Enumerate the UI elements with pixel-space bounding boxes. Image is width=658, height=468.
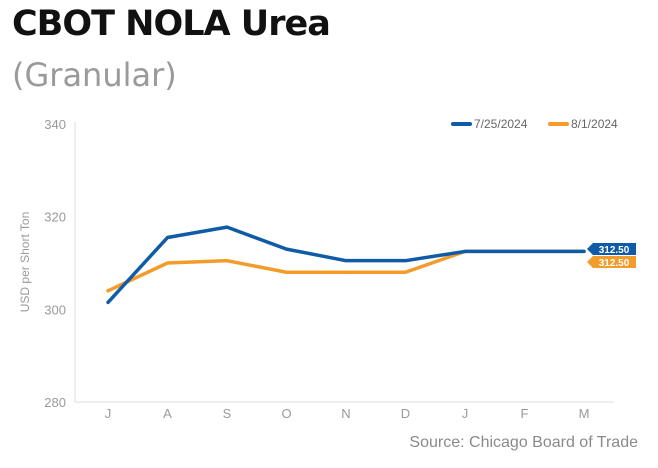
y-axis-label: USD per Short Ton: [18, 212, 32, 313]
x-tick-label-0: J: [105, 406, 112, 421]
end-tag-shape: [587, 243, 636, 255]
data-point-s1-2: [225, 259, 229, 263]
series-line-7-25-2024: [106, 225, 586, 305]
y-tick-label-340: 340: [44, 117, 66, 132]
source-note: Source: Chicago Board of Trade: [409, 434, 638, 451]
data-point-s1-5: [404, 270, 407, 274]
chart-title: CBOT NOLA Urea: [12, 4, 331, 44]
x-tick-label-7: F: [521, 406, 529, 421]
data-point-s0-1: [166, 236, 169, 240]
data-point-s1-3: [285, 270, 288, 274]
x-tick-label-4: N: [341, 406, 350, 421]
x-tick-label-2: S: [223, 406, 232, 421]
x-tick-label-8: M: [579, 406, 590, 421]
x-tick-label-6: J: [462, 406, 469, 421]
x-tick-label-3: O: [281, 406, 291, 421]
y-tick-label-320: 320: [44, 210, 66, 225]
data-point-s0-8: [582, 249, 586, 253]
x-tick-label-5: D: [401, 406, 410, 421]
end-tag-8-1-2024: 312.50: [587, 256, 636, 269]
data-point-s0-2: [225, 225, 229, 229]
data-point-s0-6: [463, 249, 467, 253]
data-point-s1-4: [344, 270, 348, 274]
chart-subtitle: (Granular): [12, 56, 177, 94]
legend-label-7-25-2024: 7/25/2024: [474, 117, 528, 131]
y-ticks: 280 300 320 340: [44, 117, 66, 410]
data-point-s0-3: [285, 247, 288, 251]
legend-label-8-1-2024: 8/1/2024: [571, 117, 618, 131]
data-point-s1-1: [166, 261, 169, 265]
data-point-s0-0: [106, 300, 110, 304]
data-point-s0-4: [344, 259, 348, 263]
end-value-tags: 312.50 312.50: [587, 243, 636, 269]
end-tag-label: 312.50: [599, 258, 630, 269]
data-point-s0-5: [404, 259, 407, 263]
y-tick-label-300: 300: [44, 302, 66, 317]
legend: 7/25/2024 8/1/2024: [451, 117, 618, 131]
data-point-s1-0: [106, 289, 110, 293]
data-point-s0-7: [523, 249, 526, 253]
x-tick-label-1: A: [163, 406, 172, 421]
end-tag-7-25-2024: 312.50: [587, 243, 636, 256]
end-tag-shape: [587, 256, 636, 268]
end-tag-label: 312.50: [599, 245, 630, 256]
series-lines: [106, 225, 586, 305]
y-tick-label-280: 280: [44, 395, 66, 410]
